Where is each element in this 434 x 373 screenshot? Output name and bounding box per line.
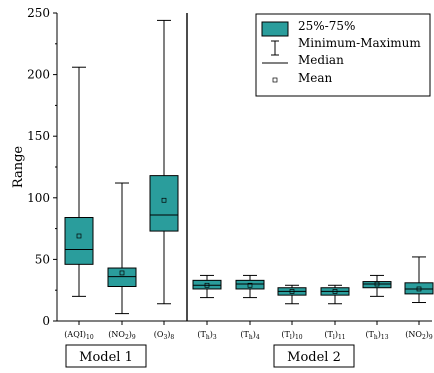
- box-4: (Th)4: [235, 274, 265, 341]
- y-tick-label: 50: [35, 252, 50, 266]
- mean-marker: [76, 233, 82, 239]
- category-label: (Th)3: [197, 330, 216, 341]
- iqr-box: [107, 267, 137, 288]
- box-series: (AQI)10 (NO2)9 (O3)8 (Th)3 (Th)4 (Tl)10 (Tl)11…: [64, 19, 434, 341]
- iqr-box: [235, 279, 265, 290]
- model-label: Model 1: [79, 350, 133, 365]
- box-5: (Tl)10: [277, 284, 307, 341]
- mean-marker: [247, 282, 253, 288]
- legend-item-label: 25%-75%: [298, 19, 355, 33]
- model-label-box: [273, 344, 355, 368]
- legend-swatch-mean: [272, 77, 278, 83]
- box-7: (Th)13: [362, 274, 392, 341]
- box-3: (Th)3: [192, 274, 222, 341]
- iqr-box: [362, 281, 392, 289]
- category-label: (Th)13: [365, 330, 388, 341]
- y-axis-title: Range: [11, 146, 26, 189]
- legend: 25%-75% Minimum-Maximum Median Mean: [255, 13, 431, 97]
- legend-item-label: Median: [298, 53, 344, 67]
- legend-item-label: Minimum-Maximum: [298, 36, 421, 50]
- mean-marker: [416, 286, 422, 292]
- model-label-box: [65, 344, 147, 368]
- box-1: (NO2)9: [107, 182, 137, 341]
- mean-marker: [119, 270, 125, 276]
- mean-marker: [374, 281, 380, 287]
- category-label: (Tl)10: [281, 330, 302, 341]
- mean-marker: [204, 282, 210, 288]
- box-8: (NO2)9: [404, 256, 434, 341]
- category-label: (NO2)9: [108, 330, 136, 341]
- model-groups: Model 1 Model 2: [65, 344, 355, 368]
- axes: 0 50 100 150 200 250 Range: [11, 6, 432, 328]
- box-6: (Tl)11: [320, 284, 350, 341]
- legend-item-label: Mean: [298, 71, 333, 85]
- y-tick-label: 200: [27, 68, 50, 82]
- category-label: (NO2)9: [405, 330, 433, 341]
- legend-swatch-iqr: [261, 21, 289, 37]
- category-label: (AQI)10: [64, 330, 94, 341]
- iqr-box: [192, 279, 222, 290]
- y-tick-label: 250: [27, 6, 50, 20]
- model-label: Model 2: [287, 350, 341, 365]
- iqr-box: [149, 175, 179, 232]
- y-tick-label: 0: [42, 314, 50, 328]
- y-tick-label: 100: [27, 191, 50, 205]
- category-label: (Th)4: [240, 330, 259, 341]
- iqr-box: [64, 217, 94, 265]
- mean-marker: [332, 289, 338, 294]
- category-label: (O3)8: [154, 330, 175, 341]
- mean-marker: [289, 289, 295, 294]
- iqr-box: [404, 282, 434, 295]
- y-tick-label: 150: [27, 129, 50, 143]
- box-0: (AQI)10: [64, 66, 94, 341]
- box-2: (O3)8: [149, 19, 179, 341]
- category-label: (Tl)11: [324, 330, 345, 341]
- mean-marker: [161, 197, 167, 203]
